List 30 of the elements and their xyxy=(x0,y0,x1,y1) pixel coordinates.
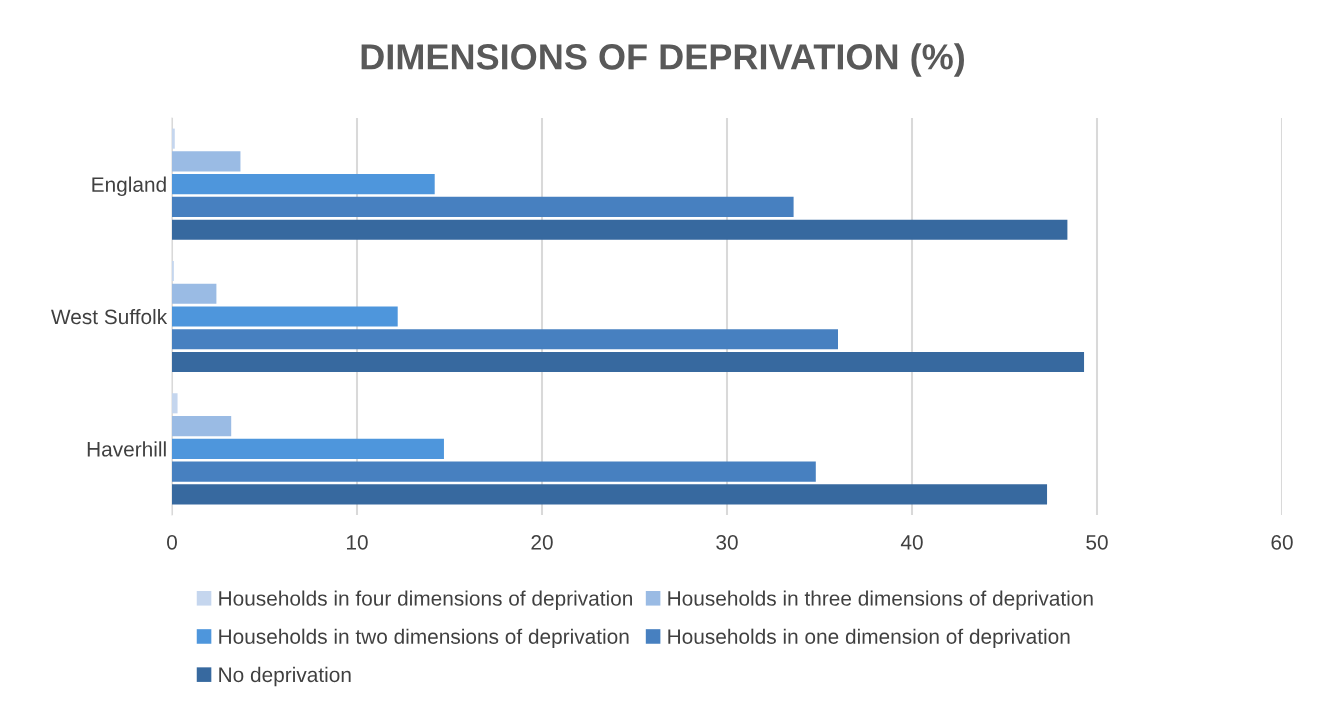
bar xyxy=(172,283,217,304)
x-tick-label: 20 xyxy=(531,534,553,550)
x-tick-label: 0 xyxy=(167,534,177,550)
bar xyxy=(172,151,241,172)
legend-label: Households in three dimensions of deprivation xyxy=(668,590,1093,610)
y-tick-label: England xyxy=(92,176,166,197)
bar xyxy=(172,174,435,195)
legend-label: Households in two dimensions of deprivation xyxy=(219,628,629,649)
bar xyxy=(172,438,444,459)
x-tick-label: 40 xyxy=(900,534,923,550)
bar xyxy=(172,484,1048,505)
bar xyxy=(172,461,816,482)
bar xyxy=(172,128,175,149)
bar xyxy=(172,351,1085,373)
bar xyxy=(172,219,1068,240)
x-tick-label: 60 xyxy=(1271,534,1293,550)
bar xyxy=(172,329,838,350)
y-tick-label: West Suffolk xyxy=(51,308,168,325)
legend-label: Households in one dimension of deprivation xyxy=(668,628,1070,649)
x-tick-label: 10 xyxy=(347,534,368,550)
y-tick-label: Haverhill xyxy=(87,441,166,457)
x-tick-label: 50 xyxy=(1086,534,1108,550)
legend-label: No deprivation xyxy=(219,666,351,687)
bar xyxy=(172,306,398,327)
bar xyxy=(172,416,232,437)
x-tick-label: 30 xyxy=(716,534,738,550)
bar xyxy=(172,393,178,414)
chart-title: DIMENSIONS OF DEPRIVATION (%) xyxy=(361,43,964,77)
bar xyxy=(172,196,794,217)
legend-label: Households in four dimensions of deprivation xyxy=(219,590,632,610)
